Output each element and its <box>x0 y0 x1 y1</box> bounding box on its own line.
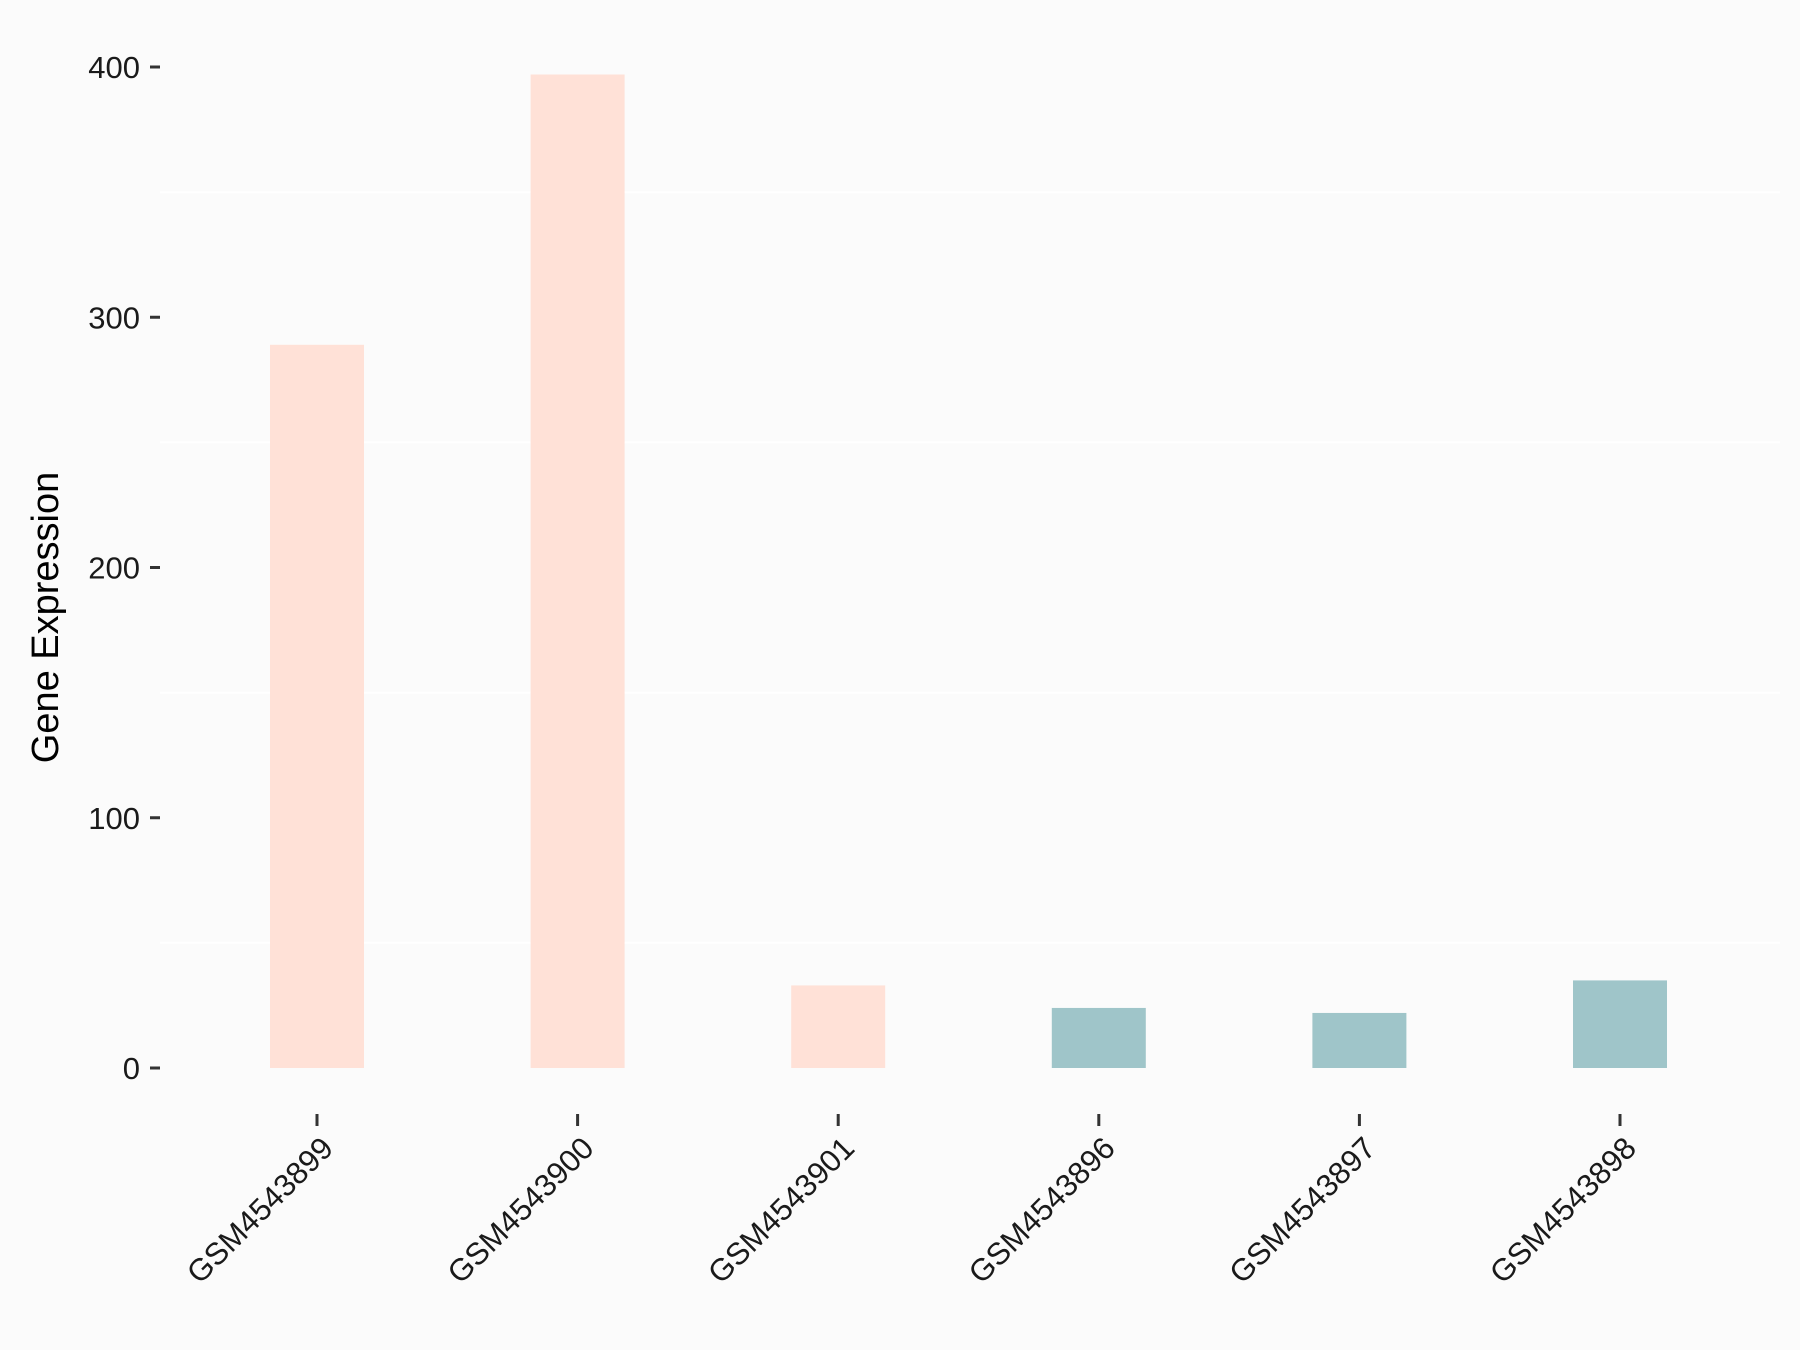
y-tick-label-0: 0 <box>123 1051 140 1086</box>
gridlines <box>160 191 1780 944</box>
x-tick-label-GSM4543898: GSM4543898 <box>1483 1130 1643 1290</box>
x-tick-label-GSM4543901: GSM4543901 <box>701 1130 861 1290</box>
y-tick-label-100: 100 <box>88 801 140 836</box>
bar-GSM4543897 <box>1312 1012 1407 1068</box>
x-tick-label-GSM4543896: GSM4543896 <box>962 1130 1122 1290</box>
bar-GSM4543899 <box>270 344 364 1069</box>
bar-GSM4543898 <box>1573 980 1667 1068</box>
x-axis: GSM4543899 GSM4543900 GSM4543901 GSM4543896… <box>180 1114 1643 1290</box>
y-axis-title: Gene Expression <box>25 472 67 764</box>
bar-GSM4543900 <box>530 74 625 1068</box>
y-tick-label-300: 300 <box>88 300 140 335</box>
y-tick-label-400: 400 <box>88 50 140 85</box>
y-axis: 0 100 200 300 400 <box>88 50 160 1086</box>
x-tick-label-GSM4543899: GSM4543899 <box>180 1130 340 1290</box>
bar-GSM4543901 <box>791 985 886 1068</box>
x-tick-label-GSM4543900: GSM4543900 <box>441 1130 601 1290</box>
y-tick-label-200: 200 <box>88 551 140 586</box>
bars <box>270 74 1667 1069</box>
x-tick-label-GSM4543897: GSM4543897 <box>1222 1130 1382 1290</box>
bar-GSM4543896 <box>1051 1007 1146 1068</box>
